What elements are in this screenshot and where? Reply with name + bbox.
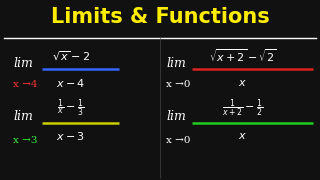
Text: x →0: x →0	[166, 136, 191, 145]
Text: $\frac{1}{x+2}-\frac{1}{2}$: $\frac{1}{x+2}-\frac{1}{2}$	[222, 97, 263, 119]
Text: x →4: x →4	[13, 80, 38, 89]
Text: $x$: $x$	[238, 131, 247, 141]
Text: lim: lim	[13, 57, 33, 70]
Text: Limits & Functions: Limits & Functions	[51, 7, 269, 27]
Text: $x$: $x$	[238, 78, 247, 88]
Text: $\sqrt{x}-2$: $\sqrt{x}-2$	[52, 50, 90, 63]
Text: $\frac{1}{x}-\frac{1}{3}$: $\frac{1}{x}-\frac{1}{3}$	[57, 97, 84, 119]
Text: lim: lim	[166, 110, 186, 123]
Text: $x-3$: $x-3$	[56, 130, 85, 142]
Text: x →0: x →0	[166, 80, 191, 89]
Text: x →3: x →3	[13, 136, 38, 145]
Text: lim: lim	[166, 57, 186, 70]
Text: $x-4$: $x-4$	[56, 77, 85, 89]
Text: $\sqrt{x+2}-\sqrt{2}$: $\sqrt{x+2}-\sqrt{2}$	[209, 48, 277, 64]
Text: lim: lim	[13, 110, 33, 123]
